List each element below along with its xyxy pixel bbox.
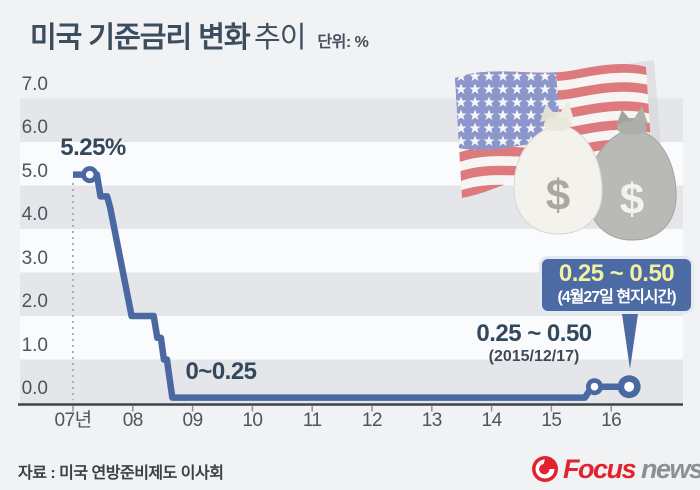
logo-suffix-text: news [641, 453, 700, 484]
x-tick-label: 11 [302, 410, 322, 431]
callout-date: (4월27일 현지시간) [557, 289, 676, 306]
title-tail: 추이 [254, 22, 306, 54]
x-tick-label: 16 [601, 410, 622, 431]
x-tick-label: 15 [541, 410, 562, 431]
x-tick-label: 09 [182, 410, 204, 431]
unit-label: 단위: % [317, 34, 369, 51]
focus-news-logo-icon [532, 456, 558, 482]
svg-text:$: $ [620, 175, 644, 224]
annotation-dec-2015-value: 0.25 ~ 0.50 [476, 320, 592, 347]
callout-value: 0.25 ~ 0.50 [558, 260, 675, 287]
x-tick-label: 07년 [54, 410, 92, 431]
x-tick-label: 12 [361, 410, 383, 431]
x-tick-label: 08 [122, 410, 144, 431]
logo-brand-text: Focus [563, 453, 637, 484]
y-tick-label: 5.0 [21, 160, 48, 182]
y-tick-label: 3.0 [21, 247, 48, 269]
annotation-dec-2015: 0.25 ~ 0.50 (2015/12/17) [449, 320, 619, 366]
title-main: 미국 기준금리 변화 [30, 22, 251, 54]
y-tick-label: 2.0 [21, 291, 48, 312]
flag-stars [455, 71, 561, 150]
y-tick-label: 4.0 [21, 204, 48, 225]
y-tick-label: 7.0 [21, 73, 48, 95]
source-credit: 자료 : 미국 연방준비제도 이사회 [18, 465, 224, 482]
x-tick-label: 10 [242, 410, 263, 431]
annotation-start-rate: 5.25% [60, 134, 126, 161]
money-bag-white: $ [513, 100, 603, 235]
x-tick-label: 14 [481, 410, 503, 431]
y-tick-label: 6.0 [21, 117, 48, 138]
x-axis-ticks [72, 406, 612, 412]
rate-line [73, 171, 630, 401]
chart-header: 미국 기준금리 변화 추이 단위: % [30, 14, 369, 56]
annotation-apr-2016-callout: 0.25 ~ 0.50 (4월27일 현지시간) [539, 256, 694, 314]
page-title: 미국 기준금리 변화 추이 [30, 14, 306, 56]
x-tick-label: 13 [421, 410, 443, 431]
us-flag-money-illustration: $ $ [455, 60, 677, 241]
rate-markers [81, 166, 641, 399]
callout-pointer [621, 307, 639, 369]
focus-news-logo: Focus news [531, 452, 700, 486]
annotation-zero-range: 0~0.25 [185, 358, 257, 385]
annotation-dec-2015-date: (2015/12/17) [488, 348, 580, 365]
y-tick-label: 0.0 [21, 378, 48, 399]
svg-text:$: $ [546, 171, 570, 220]
y-tick-label: 1.0 [21, 334, 48, 356]
money-bag-gray: $ [587, 106, 677, 241]
